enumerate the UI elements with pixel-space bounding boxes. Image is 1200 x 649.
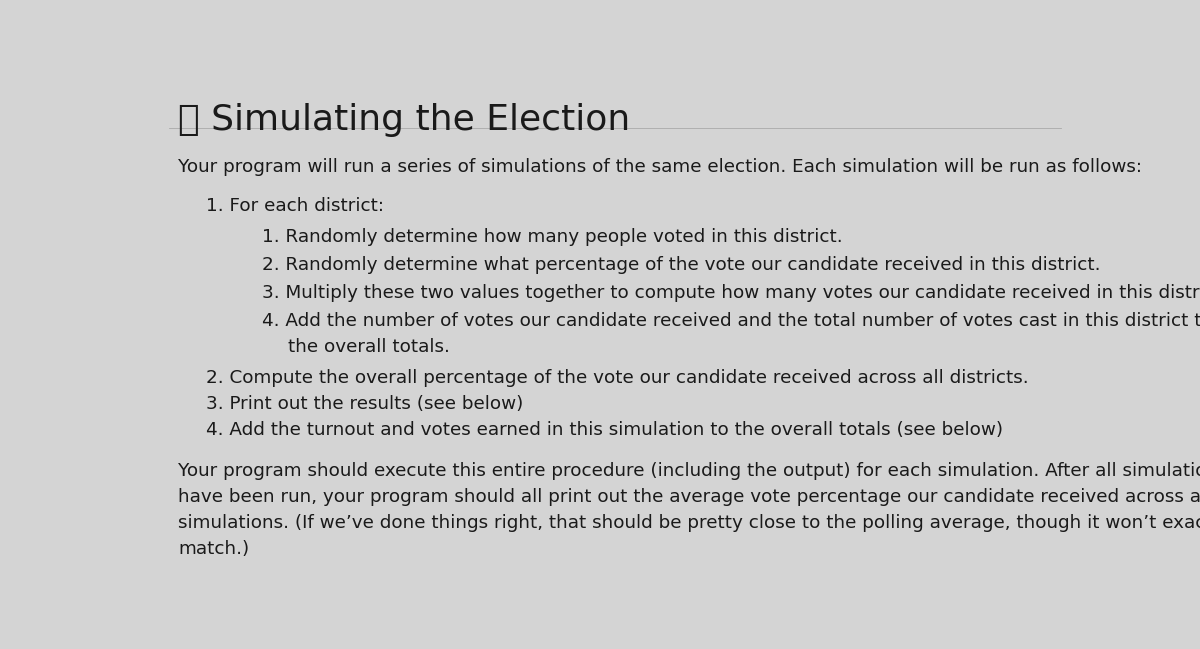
Text: 🎰 Simulating the Election: 🎰 Simulating the Election <box>178 103 630 137</box>
Text: have been run, your program should all print out the average vote percentage our: have been run, your program should all p… <box>178 487 1200 506</box>
Text: the overall totals.: the overall totals. <box>288 337 450 356</box>
Text: 4. Add the number of votes our candidate received and the total number of votes : 4. Add the number of votes our candidate… <box>262 312 1200 330</box>
Text: Your program should execute this entire procedure (including the output) for eac: Your program should execute this entire … <box>178 461 1200 480</box>
Text: 3. Multiply these two values together to compute how many votes our candidate re: 3. Multiply these two values together to… <box>262 284 1200 302</box>
Text: 3. Print out the results (see below): 3. Print out the results (see below) <box>206 395 523 413</box>
Text: match.): match.) <box>178 539 250 557</box>
Text: 2. Compute the overall percentage of the vote our candidate received across all : 2. Compute the overall percentage of the… <box>206 369 1028 387</box>
Text: simulations. (If we’ve done things right, that should be pretty close to the pol: simulations. (If we’ve done things right… <box>178 513 1200 532</box>
Text: Your program will run a series of simulations of the same election. Each simulat: Your program will run a series of simula… <box>178 158 1142 176</box>
Text: 1. Randomly determine how many people voted in this district.: 1. Randomly determine how many people vo… <box>262 228 842 246</box>
Text: 2. Randomly determine what percentage of the vote our candidate received in this: 2. Randomly determine what percentage of… <box>262 256 1100 274</box>
Text: 1. For each district:: 1. For each district: <box>206 197 384 215</box>
Text: 4. Add the turnout and votes earned in this simulation to the overall totals (se: 4. Add the turnout and votes earned in t… <box>206 421 1003 439</box>
